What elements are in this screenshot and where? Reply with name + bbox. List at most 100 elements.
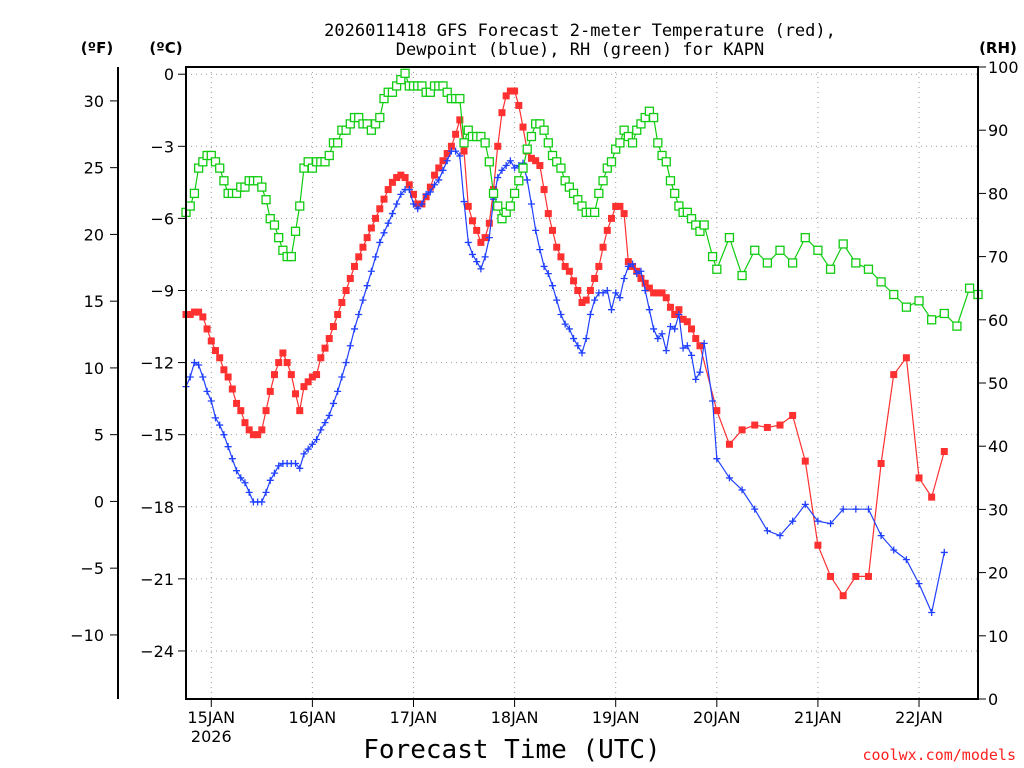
x-tick-label: 20JAN (693, 708, 741, 727)
2-meter-temperature-point (801, 457, 809, 465)
dewpoint-point (329, 399, 337, 407)
rh-tick-label: 40 (988, 437, 1008, 456)
rh-point (518, 163, 528, 173)
rh-point (665, 176, 676, 186)
2-meter-temperature-point (527, 154, 535, 162)
2-meter-temperature-point (641, 279, 649, 287)
fahrenheit-tick-label: 15 (84, 292, 104, 311)
2-meter-temperature-point (561, 262, 569, 270)
dewpoint-point (570, 335, 578, 343)
2-meter-temperature-point (616, 202, 624, 210)
2-meter-temperature-point (776, 421, 784, 429)
2-meter-temperature-point (650, 289, 658, 297)
2-meter-temperature-point (607, 214, 615, 222)
rh-point (750, 245, 760, 255)
rh-point (189, 188, 200, 199)
rh-point (543, 138, 553, 148)
dewpoint-point (228, 455, 236, 463)
2-meter-temperature-point (725, 440, 733, 448)
rh-point (505, 201, 516, 211)
rh-point (901, 302, 912, 312)
2-meter-temperature-point (228, 385, 236, 393)
rh-tick-label: 60 (988, 311, 1008, 330)
rh-point (889, 289, 899, 300)
2-meter-temperature-point (237, 407, 245, 415)
rh-point (670, 188, 680, 199)
dewpoint-point (456, 152, 464, 160)
2-meter-temperature-point (258, 426, 266, 434)
dewpoint-point (827, 520, 835, 528)
2-meter-temperature-point (544, 210, 552, 218)
dewpoint-point (190, 359, 198, 367)
2-meter-temperature-point (692, 335, 700, 343)
2-meter-temperature-point (582, 296, 590, 304)
dewpoint-point (688, 351, 696, 359)
2-meter-temperature-point (532, 157, 540, 165)
dewpoint-point (435, 176, 443, 184)
dewpoint-point (473, 258, 481, 266)
celsius-tick-label: −9 (150, 281, 174, 300)
rh-point (286, 251, 296, 262)
dewpoint-point (372, 253, 380, 261)
rh-point (964, 283, 975, 293)
2-meter-temperature-point (570, 277, 578, 285)
2-meter-temperature-point (431, 171, 439, 179)
dewpoint-point (928, 608, 936, 616)
dewpoint-point (666, 323, 674, 331)
rh-point (185, 201, 195, 211)
2-meter-temperature-point (738, 426, 746, 434)
2-meter-temperature-point (696, 342, 704, 350)
dewpoint-point (199, 373, 207, 381)
dewpoint-point (738, 486, 746, 494)
dewpoint-point (346, 342, 354, 350)
dewpoint-point (616, 294, 624, 302)
dewpoint-point (292, 460, 300, 468)
celsius-tick-label: −18 (140, 498, 174, 517)
2-meter-temperature-point (426, 183, 434, 191)
2-meter-temperature-point (342, 286, 350, 294)
2-meter-temperature-point (296, 407, 304, 415)
2-meter-temperature-point (473, 226, 481, 234)
rh-point (215, 163, 225, 173)
2-meter-temperature-point (511, 87, 519, 95)
2-meter-temperature-point (624, 258, 632, 266)
2-meter-temperature-point (557, 253, 565, 261)
rh-point (539, 125, 549, 135)
2-meter-temperature-point (713, 407, 721, 415)
2-meter-temperature-point (359, 243, 367, 251)
2-meter-temperature-point (443, 150, 451, 158)
chart-title-line-2: Dewpoint (blue), RH (green) for KAPN (396, 40, 764, 60)
fahrenheit-tick-label: 5 (94, 426, 104, 445)
source-credit: coolwx.com/models (862, 746, 1016, 764)
2-meter-temperature-point (789, 411, 797, 419)
2-meter-temperature-point (388, 178, 396, 186)
dewpoint-point (582, 335, 590, 343)
2-meter-temperature-point (814, 541, 822, 549)
rh-point (480, 138, 490, 148)
dewpoint-point (313, 435, 321, 443)
dewpoint-point (696, 368, 704, 376)
fahrenheit-tick-label: 0 (94, 492, 104, 511)
dewpoint-point (776, 532, 784, 540)
dewpoint-point (422, 190, 430, 198)
dewpoint-point (418, 200, 426, 208)
dewpoint-point (915, 580, 923, 588)
rh-point (707, 251, 718, 262)
dewpoint-point (409, 200, 417, 208)
2-meter-temperature-point (435, 164, 443, 172)
2-meter-temperature-point (266, 387, 274, 395)
2-meter-temperature-point (355, 253, 363, 261)
dewpoint-point (245, 488, 253, 496)
dewpoint-point (624, 262, 632, 270)
2-meter-temperature-point (494, 142, 502, 150)
rh-point (838, 239, 848, 249)
2-meter-temperature-point (591, 274, 599, 282)
celsius-tick-label: 0 (164, 65, 174, 84)
rh-point (627, 138, 638, 148)
2-meter-temperature-point (477, 238, 485, 246)
2-meter-temperature-point (658, 289, 666, 297)
2-meter-temperature-point (902, 354, 910, 362)
dewpoint-point (654, 335, 662, 343)
chart-title-line-1: 2026011418 GFS Forecast 2-meter Temperat… (324, 21, 836, 41)
